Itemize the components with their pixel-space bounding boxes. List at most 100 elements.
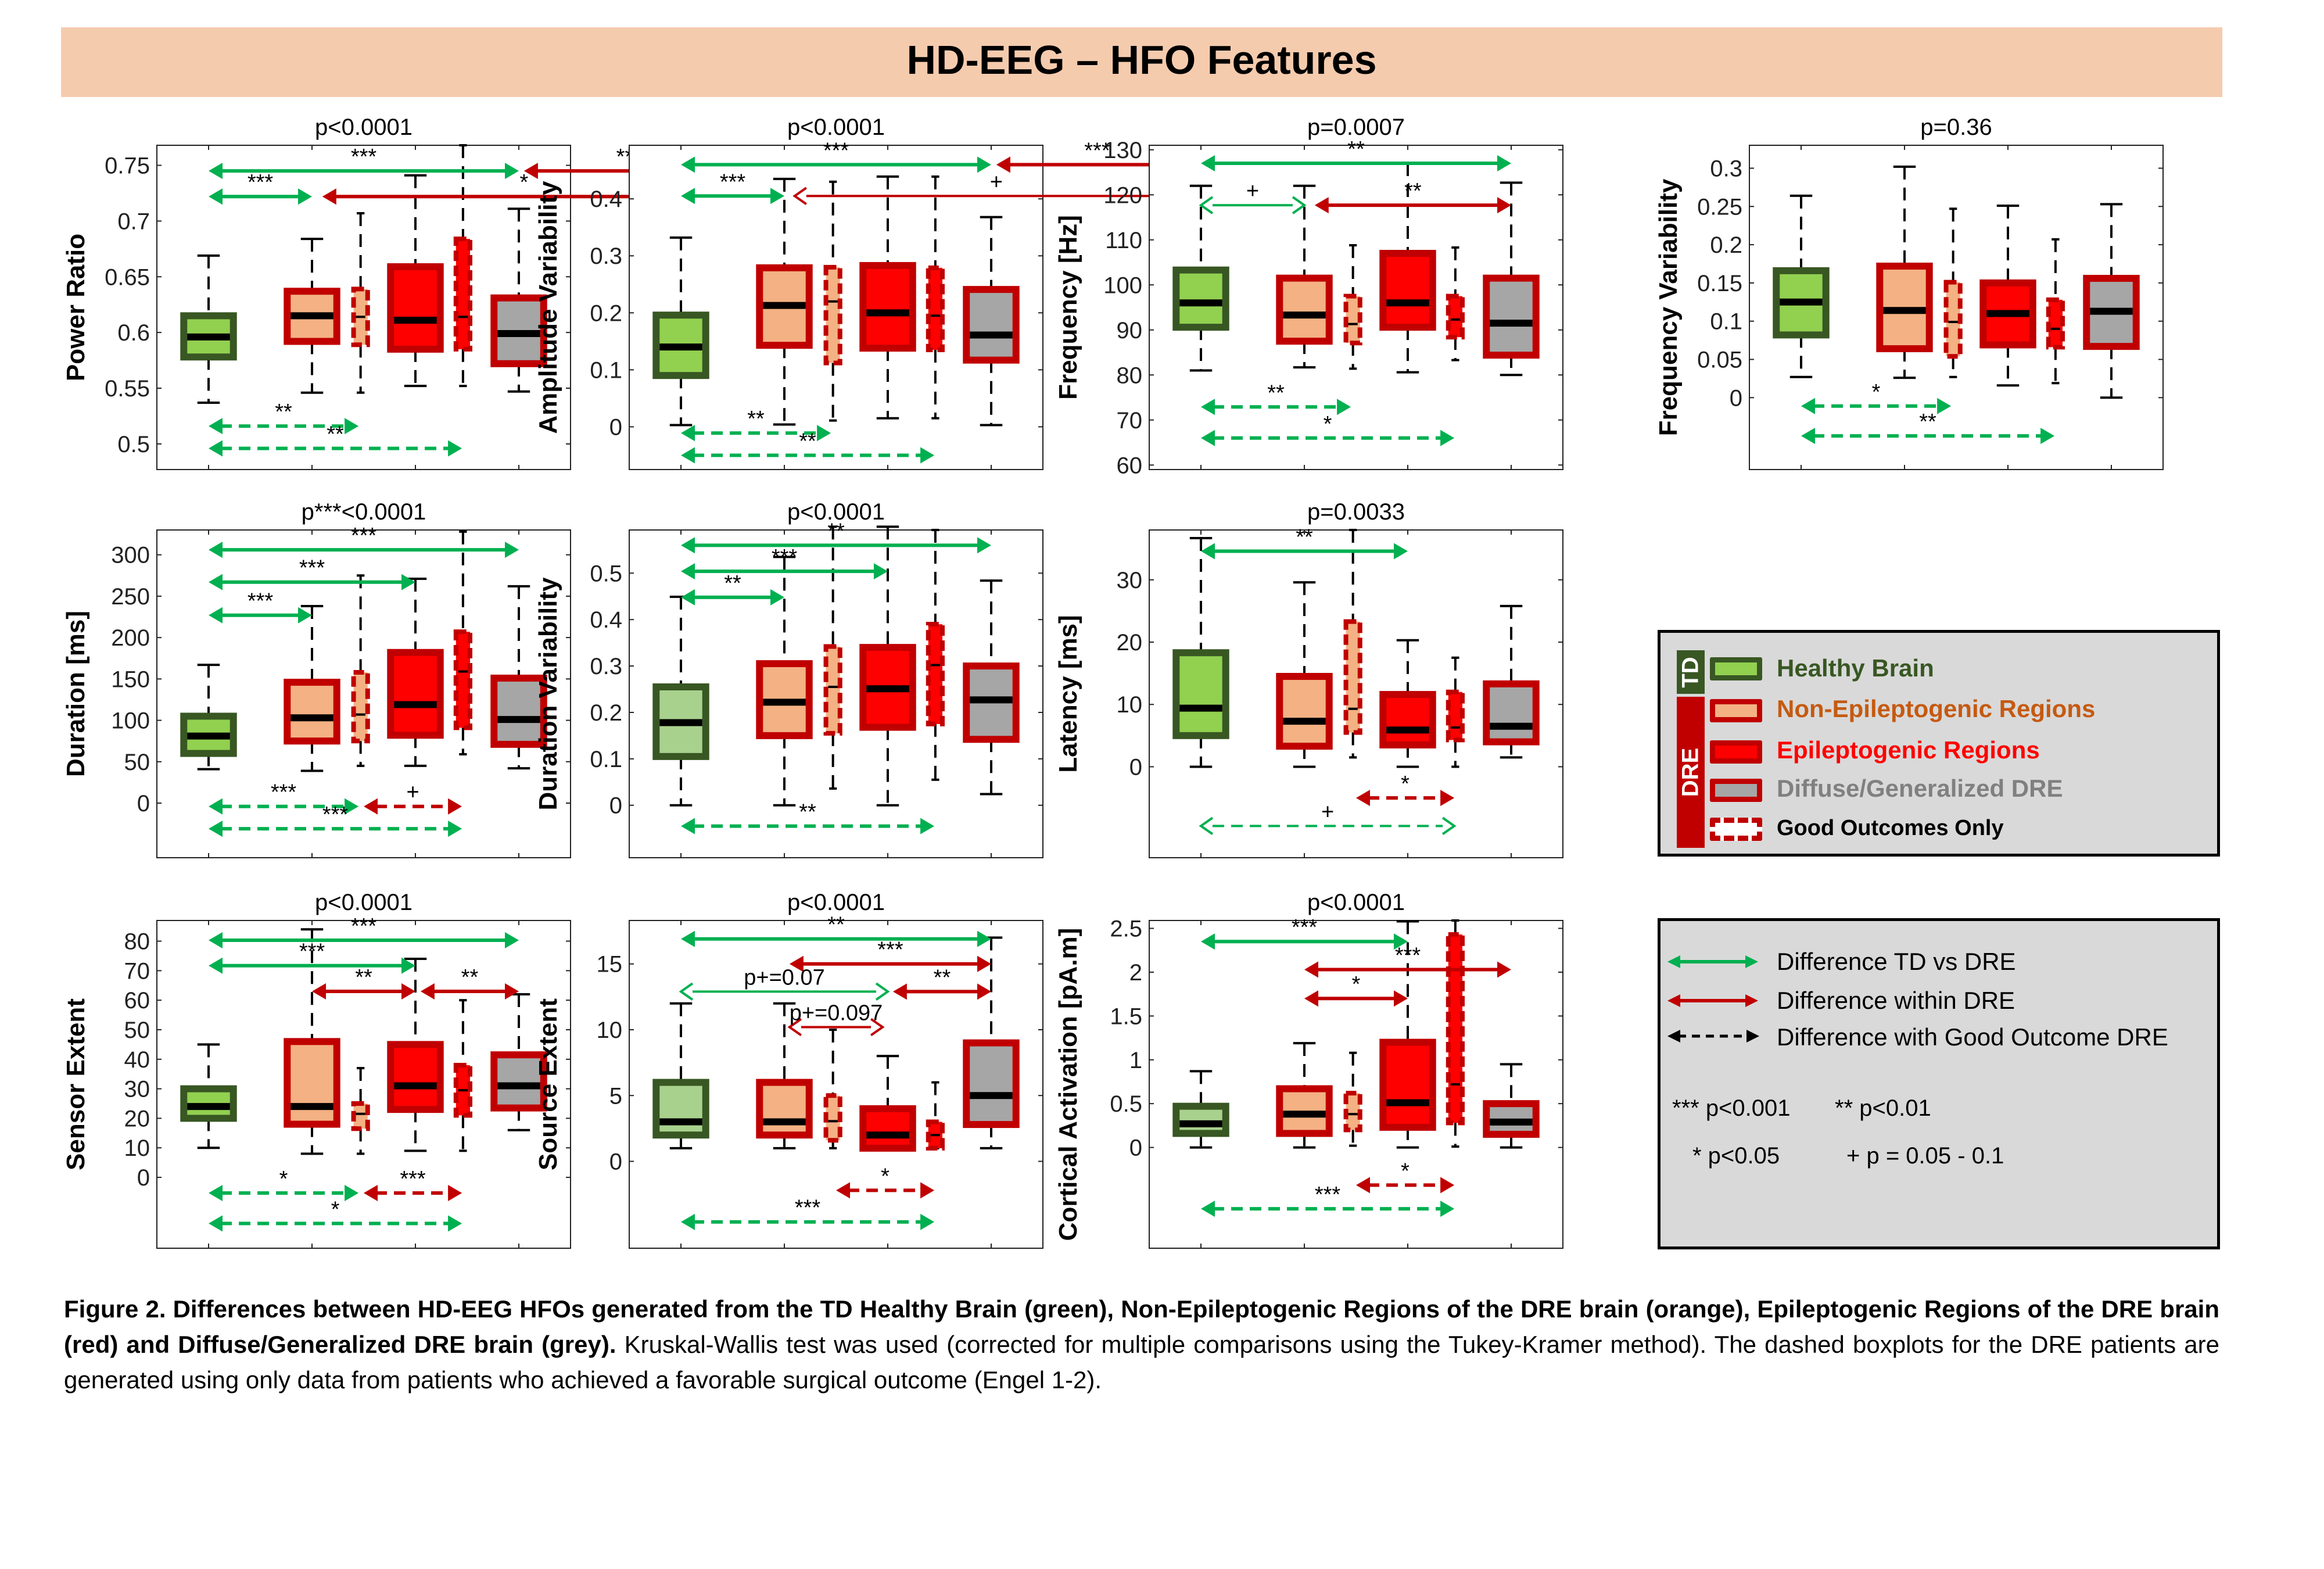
chart-panel: p<0.0001 Power Ratio 0.5 0.55 0.6 0.65 0.7 0.75… [62, 114, 726, 470]
significance-label: * [881, 1164, 890, 1188]
y-tick-label: 0.65 [105, 264, 150, 290]
y-tick-label: 100 [111, 708, 150, 734]
box-nonepi-good [1343, 1051, 1362, 1147]
arrow-head-left [681, 589, 695, 606]
box-epi [1379, 920, 1436, 1149]
panel-title: p***<0.0001 [302, 499, 426, 525]
y-tick-label: 130 [1103, 138, 1142, 163]
box-diffuse [1483, 1063, 1540, 1149]
comparison-arrow: *** [681, 170, 784, 205]
significance-label: *** [1292, 915, 1318, 940]
y-tick-label: 200 [111, 625, 150, 651]
iqr-box [1446, 932, 1465, 1126]
legend-label-nonepi: Non-Epileptogenic Regions [1777, 695, 2096, 722]
iqr-box [963, 1039, 1020, 1129]
box-healthy [1773, 194, 1830, 378]
y-tick-label: 0 [609, 1149, 622, 1175]
arrow-head-right [1337, 399, 1351, 415]
box-epi-good [926, 1081, 945, 1151]
arrow-head-right [401, 957, 415, 974]
y-axis-label: Latency [ms] [1054, 615, 1082, 772]
box-nonepi-good [823, 1029, 842, 1149]
comparison-arrow: * [1304, 972, 1408, 1007]
box-nonepi-good [823, 525, 842, 790]
box-diffuse [963, 579, 1020, 796]
arrow-head-right [817, 425, 831, 442]
y-tick-label: 0 [609, 793, 622, 819]
significance-label: *** [1084, 138, 1110, 163]
legend-swatch-epi [1710, 740, 1762, 764]
arrow-head-left [681, 188, 695, 205]
y-tick-label: 10 [1117, 692, 1143, 718]
box-epi [859, 1055, 916, 1152]
chart-panel: p<0.0001 Cortical Activation [pA.m] 0 0.5 1 1… [1054, 890, 1563, 1249]
iqr-box [351, 1101, 370, 1131]
arrow-head-left [209, 163, 223, 180]
arrow-head-left [1356, 1177, 1370, 1194]
iqr-box [387, 649, 444, 739]
y-axis-label: Frequency Variability [1654, 178, 1683, 436]
legend-swatch-healthy [1710, 657, 1762, 680]
iqr-box [823, 644, 842, 736]
box-healthy [1172, 1070, 1229, 1149]
box-epi [1379, 639, 1436, 768]
y-tick-label: 2.5 [1110, 916, 1142, 942]
y-tick-label: 0.2 [1710, 232, 1742, 258]
arrow-head-left [681, 563, 695, 580]
y-tick-label: 15 [597, 952, 623, 977]
y-tick-label: 100 [1103, 273, 1142, 298]
comparison-arrow: + [364, 780, 462, 815]
arrow-icons [1667, 955, 1759, 1043]
panel-title: p<0.0001 [787, 114, 885, 140]
comparison-arrow: * [1356, 772, 1455, 807]
box-epi-good [1446, 246, 1465, 361]
comparison-arrow: ** [1201, 137, 1511, 171]
iqr-box [1172, 1102, 1229, 1137]
box-healthy [180, 1043, 237, 1149]
arrow-head-left [892, 983, 907, 1000]
arrow-head-left [679, 982, 694, 1001]
y-tick-label: 0.1 [590, 357, 622, 383]
arrow-head-right [920, 1182, 935, 1199]
arrow-head-left [681, 156, 695, 173]
arrow-head-left [681, 930, 695, 947]
comparison-arrow: ** [1801, 410, 2055, 445]
y-tick-label: 30 [124, 1077, 150, 1102]
arrow-head-right [505, 983, 519, 1000]
significance-label: ** [827, 913, 845, 937]
arrow-head-right [977, 537, 991, 554]
y-tick-label: 60 [1117, 453, 1143, 478]
y-tick-label: 0.7 [117, 209, 150, 234]
significance-label: * [331, 1197, 340, 1221]
iqr-box [926, 622, 945, 726]
td-tag-label: TD [1677, 656, 1703, 688]
box-nonepi [756, 1002, 813, 1149]
td-tag: TD [1677, 650, 1705, 694]
y-tick-label: 120 [1103, 182, 1142, 208]
iqr-box [490, 1051, 547, 1112]
comparison-arrow: *** [681, 1196, 935, 1230]
y-tick-label: 0.55 [105, 376, 150, 402]
arrow-head-right [345, 418, 359, 435]
y-tick-label: 0.1 [590, 747, 622, 772]
y-tick-label: 0.05 [1697, 347, 1742, 372]
iqr-box [823, 1093, 842, 1143]
y-tick-label: 250 [111, 584, 150, 610]
iqr-box [1943, 280, 1963, 359]
legend-swatch-diffuse [1710, 779, 1762, 802]
arrow-head-right [505, 163, 519, 180]
y-tick-label: 0.6 [117, 320, 150, 346]
iqr-box [963, 286, 1020, 364]
significance-label: p+=0.097 [790, 1001, 883, 1025]
y-tick-label: 0.4 [590, 187, 622, 212]
comparison-arrow: p+=0.097 [787, 1001, 885, 1037]
arrow-head-right [298, 607, 312, 624]
y-tick-label: 80 [124, 929, 150, 955]
significance-label: *** [351, 524, 377, 548]
legend-swatch-nonepi [1710, 699, 1762, 722]
arrow-head-right [2040, 428, 2055, 445]
arrow-head-left [1201, 155, 1215, 171]
iqr-box [387, 1041, 444, 1113]
legend-arrow-within-dre: Difference within DRE [1777, 987, 2015, 1014]
